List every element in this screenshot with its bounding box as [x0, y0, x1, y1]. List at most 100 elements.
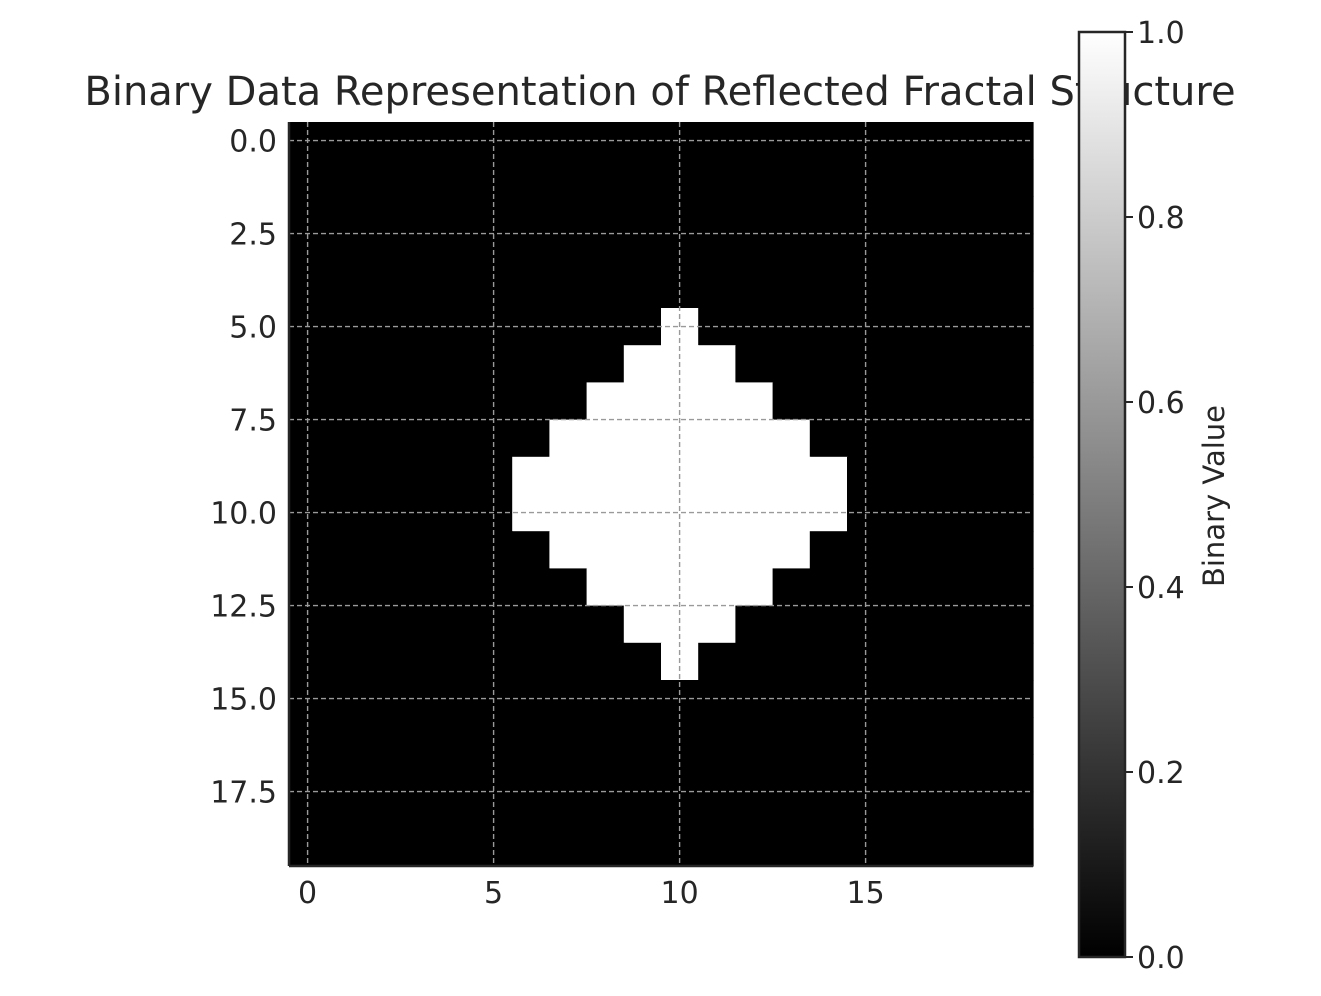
colorbar-tick-label-4: 0.8 — [1137, 201, 1185, 236]
heatmap-cell-r9-c16 — [884, 456, 922, 495]
heatmap-cell-r7-c7 — [549, 382, 588, 421]
heatmap-cell-r11-c13 — [772, 531, 811, 569]
heatmap-cell-r19-c18 — [958, 828, 997, 867]
heatmap-cell-r19-c4 — [437, 828, 476, 867]
heatmap-cell-r2-c2 — [363, 196, 402, 235]
y-tick-label-6: 15.0 — [210, 683, 277, 718]
heatmap-cell-r7-c16 — [884, 382, 922, 421]
heatmap-cell-r9-c6 — [512, 456, 550, 495]
heatmap-cell-r13-c17 — [921, 605, 960, 644]
heatmap-cell-r13-c13 — [772, 605, 811, 644]
heatmap-cell-r16-c2 — [363, 717, 402, 755]
heatmap-cell-r4-c18 — [958, 270, 997, 309]
heatmap-cell-r11-c9 — [623, 531, 662, 569]
heatmap-cell-r1-c16 — [884, 159, 922, 197]
heatmap-cell-r13-c18 — [958, 605, 997, 644]
y-axis-ticks: 0.0 2.5 5.0 7.5 10.0 12.5 15.0 17.5 — [210, 125, 277, 811]
heatmap-cell-r1-c4 — [437, 159, 476, 197]
heatmap-cell-r1-c1 — [326, 159, 364, 197]
heatmap-cell-r11-c14 — [809, 531, 848, 569]
heatmap-cell-r12-c17 — [921, 568, 960, 607]
heatmap-cell-r4-c8 — [586, 270, 625, 309]
heatmap-cell-r13-c6 — [512, 605, 550, 644]
heatmap-cell-r12-c13 — [772, 568, 811, 607]
heatmap-cell-r16-c18 — [958, 717, 997, 755]
heatmap-cell-r6-c18 — [958, 345, 997, 383]
heatmap-cell-r19-c12 — [735, 828, 774, 867]
heatmap-cell-r17-c6 — [512, 754, 550, 793]
heatmap-cell-r19-c7 — [549, 828, 588, 867]
heatmap-cell-r19-c13 — [772, 828, 811, 867]
heatmap-cell-r14-c2 — [363, 642, 402, 681]
heatmap-cell-r12-c3 — [400, 568, 439, 607]
heatmap-cell-r4-c13 — [772, 270, 811, 309]
heatmap-cell-r9-c1 — [326, 456, 364, 495]
heatmap-cell-r16-c14 — [809, 717, 848, 755]
heatmap-cell-r18-c12 — [735, 791, 774, 830]
heatmap-cell-r11-c11 — [698, 531, 736, 569]
colorbar-label: Binary Value — [1197, 405, 1231, 587]
y-tick-label-2: 5.0 — [229, 311, 277, 346]
heatmap-cell-r14-c8 — [586, 642, 625, 681]
heatmap-cell-r9-c17 — [921, 456, 960, 495]
heatmap-cell-r11-c8 — [586, 531, 625, 569]
heatmap-cell-r6-c6 — [512, 345, 550, 383]
heatmap-cell-r12-c7 — [549, 568, 588, 607]
heatmap-cell-r8-c14 — [809, 419, 848, 458]
heatmap-cell-r11-c19 — [995, 531, 1034, 569]
heatmap-cell-r17-c18 — [958, 754, 997, 793]
heatmap-cell-r4-c16 — [884, 270, 922, 309]
heatmap-cell-r8-c2 — [363, 419, 402, 458]
heatmap-cell-r14-c17 — [921, 642, 960, 681]
colorbar-tick-label-1: 0.2 — [1137, 756, 1185, 791]
heatmap-cell-r19-c14 — [809, 828, 848, 867]
heatmap-cell-r1-c9 — [623, 159, 662, 197]
heatmap-cell-r11-c16 — [884, 531, 922, 569]
heatmap-cell-r13-c4 — [437, 605, 476, 644]
heatmap-cell-r11-c12 — [735, 531, 774, 569]
heatmap-cell-r3-c16 — [884, 233, 922, 272]
heatmap-cell-r6-c7 — [549, 345, 588, 383]
x-tick-label-3: 15 — [847, 876, 885, 911]
heatmap-cell-r2-c13 — [772, 196, 811, 235]
heatmap-cell-r18-c7 — [549, 791, 588, 830]
x-tick-label-2: 10 — [661, 876, 699, 911]
heatmap-cell-r6-c16 — [884, 345, 922, 383]
heatmap-cell-r12-c11 — [698, 568, 736, 607]
heatmap-cell-r3-c1 — [326, 233, 364, 272]
heatmap-cell-r12-c6 — [512, 568, 550, 607]
colorbar-tick-label-3: 0.6 — [1137, 386, 1185, 421]
heatmap-cell-r7-c13 — [772, 382, 811, 421]
heatmap-cell-r3-c7 — [549, 233, 588, 272]
heatmap-cell-r4-c11 — [698, 270, 736, 309]
heatmap-cell-r7-c9 — [623, 382, 662, 421]
heatmap-cell-r8-c19 — [995, 419, 1034, 458]
heatmap-cell-r6-c9 — [623, 345, 662, 383]
heatmap-cell-r11-c17 — [921, 531, 960, 569]
heatmap-cell-r14-c7 — [549, 642, 588, 681]
heatmap-cell-r17-c7 — [549, 754, 588, 793]
heatmap-cell-r6-c12 — [735, 345, 774, 383]
heatmap-cell-r11-c2 — [363, 531, 402, 569]
heatmap-cell-r4-c7 — [549, 270, 588, 309]
heatmap-cell-r8-c6 — [512, 419, 550, 458]
heatmap-cell-r16-c16 — [884, 717, 922, 755]
heatmap-cell-r8-c3 — [400, 419, 439, 458]
heatmap-cell-r12-c4 — [437, 568, 476, 607]
heatmap-cell-r7-c11 — [698, 382, 736, 421]
heatmap-cell-r1-c2 — [363, 159, 402, 197]
heatmap-cell-r17-c9 — [623, 754, 662, 793]
heatmap-cell-r19-c9 — [623, 828, 662, 867]
heatmap-cell-r14-c18 — [958, 642, 997, 681]
heatmap-cell-r8-c8 — [586, 419, 625, 458]
heatmap-cell-r12-c12 — [735, 568, 774, 607]
heatmap-cell-r3-c19 — [995, 233, 1034, 272]
heatmap-cell-r7-c4 — [437, 382, 476, 421]
heatmap-cell-r18-c1 — [326, 791, 364, 830]
heatmap-cell-r13-c3 — [400, 605, 439, 644]
heatmap-cell-r16-c17 — [921, 717, 960, 755]
heatmap-cell-r1-c12 — [735, 159, 774, 197]
colorbar-ticks: 0.0 0.2 0.4 0.6 0.8 1.0 — [1125, 16, 1185, 976]
heatmap-cell-r16-c4 — [437, 717, 476, 755]
colorbar: 0.0 0.2 0.4 0.6 0.8 1.0 Binary Value — [1077, 16, 1231, 976]
